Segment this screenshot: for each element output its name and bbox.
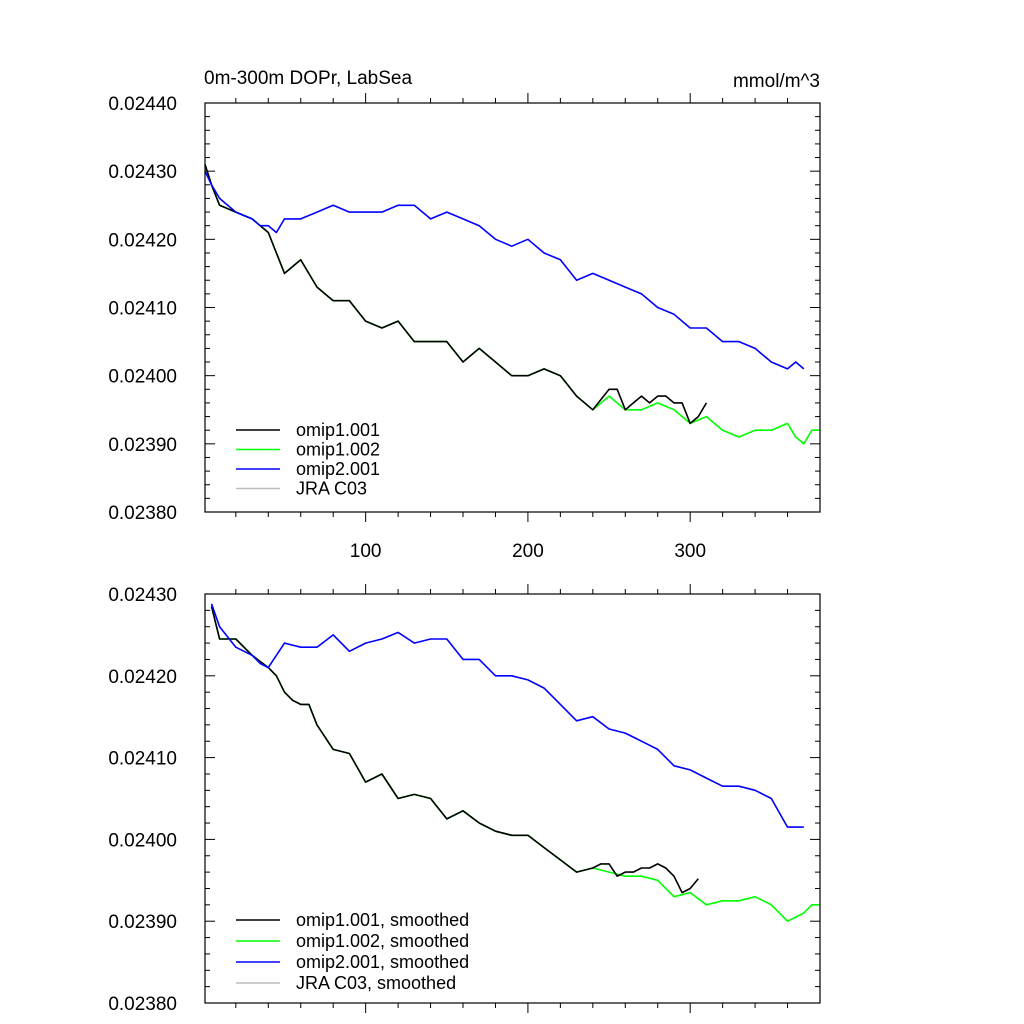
y-tick-label: 0.02430: [108, 585, 177, 606]
legend-label: omip2.001, smoothed: [296, 952, 469, 972]
bottom-panel-frame: [204, 593, 821, 1004]
top-panel: 0m-300m DOPr, LabSea mmol/m^3 0.023800.0…: [108, 68, 821, 562]
legend-label: JRA C03, smoothed: [296, 973, 456, 993]
series-line-omip1-001-smoothed: [210, 606, 699, 894]
bottom-panel-ticks: 0.02380 0.02390 0.02400 0.02410 0.02420 0.024…: [108, 584, 820, 1015]
y-tick-label: 0.02420: [108, 230, 177, 251]
y-tick-label: 0.02430: [108, 162, 177, 183]
y-tick-label: 0.02390: [108, 912, 177, 933]
top-panel-frame: [204, 102, 821, 513]
legend-label: omip1.001, smoothed: [296, 910, 469, 930]
y-tick-label: 0.02380: [108, 503, 177, 524]
y-tick-label: 0.02400: [108, 367, 177, 388]
bottom-panel: 0.02380 0.02390 0.02400 0.02410 0.02420 0.024…: [108, 584, 821, 1015]
y-tick-label: 0.02410: [108, 749, 177, 770]
series-line-omip1-001: [204, 164, 708, 425]
legend-label: omip1.001: [296, 420, 380, 440]
top-panel-units: mmol/m^3: [733, 71, 820, 92]
y-tick-label: 0.02380: [108, 994, 177, 1015]
series-line-omip2-001-smoothed: [210, 603, 804, 828]
series-line-omip1-002: [204, 164, 820, 445]
y-tick-label: 0.02420: [108, 667, 177, 688]
y-tick-label: 0.02440: [108, 94, 177, 115]
x-tick-label: 300: [674, 541, 706, 562]
legend-label: JRA C03: [296, 479, 367, 499]
bottom-panel-series: [210, 603, 820, 923]
series-line-omip1-002-smoothed: [210, 606, 820, 923]
top-panel-series: [204, 164, 820, 445]
y-tick-label: 0.02410: [108, 299, 177, 320]
legend-label: omip2.001: [296, 459, 380, 479]
series-line-omip2-001: [204, 170, 805, 370]
y-tick-label: 0.02400: [108, 830, 177, 851]
y-tick-label: 0.02390: [108, 435, 177, 456]
legend-label: omip1.002: [296, 440, 380, 460]
x-tick-label: 200: [512, 541, 544, 562]
legend-label: omip1.002, smoothed: [296, 931, 469, 951]
x-tick-label: 100: [350, 541, 382, 562]
top-panel-title: 0m-300m DOPr, LabSea: [204, 68, 412, 89]
top-panel-ticks: 0.02380 0.02390 0.02400 0.02410 0.02420 0.024…: [108, 93, 820, 562]
